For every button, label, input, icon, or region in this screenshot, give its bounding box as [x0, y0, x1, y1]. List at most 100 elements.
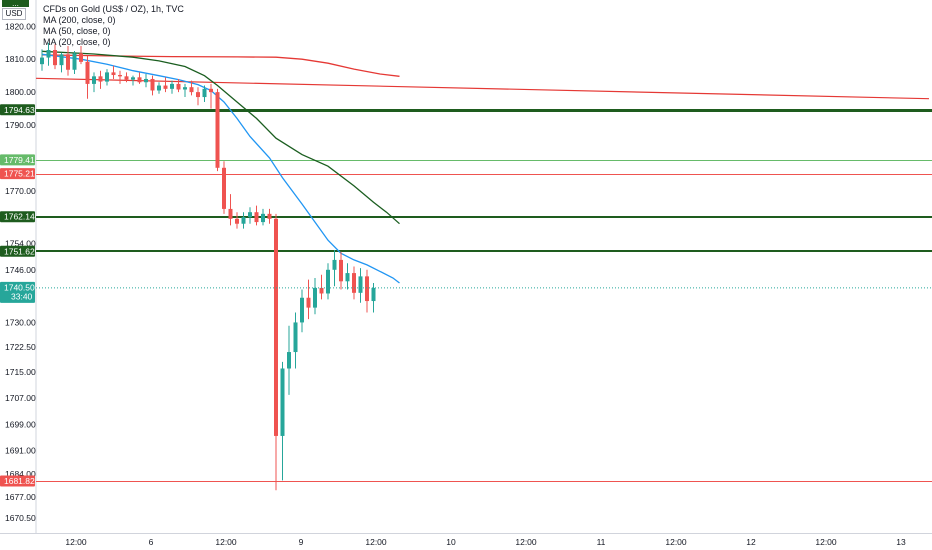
ma50-line	[41, 50, 400, 225]
candle-body	[215, 92, 220, 168]
moving-averages	[41, 50, 400, 284]
level-price-tag: 1762.14	[4, 212, 35, 222]
candle-body	[300, 297, 304, 323]
candle-body	[111, 72, 116, 76]
candle-body	[40, 57, 44, 65]
x-tick-label: 13	[896, 537, 906, 547]
level-price-tag: 1794.63	[4, 105, 35, 115]
level-price-tag: 1775.21	[4, 169, 35, 179]
candle-body	[274, 218, 278, 436]
y-tick-label: 1707.00	[5, 393, 36, 403]
candle-body	[196, 92, 200, 98]
legend-ma50[interactable]: MA (50, close, 0)	[43, 26, 111, 36]
y-axis: 1820.00 1810.00 1800.00 1790.00 1770.00 1754.…	[5, 21, 36, 523]
horizontal-levels	[35, 77, 932, 482]
candle-body	[144, 78, 148, 83]
y-tick-label: 1770.00	[5, 186, 36, 196]
candle-body	[157, 85, 161, 91]
candle-body	[222, 167, 226, 209]
candle-body	[254, 212, 259, 223]
y-tick-label: 1820.00	[5, 21, 36, 31]
candle-body	[280, 368, 285, 436]
level-price-tag: 1779.41	[4, 155, 35, 165]
y-tick-label: 1790.00	[5, 120, 36, 130]
x-tick-label: 12:00	[365, 537, 387, 547]
ma200-line	[41, 54, 400, 77]
candle-body	[293, 322, 298, 353]
x-tick-label: 12:00	[65, 537, 87, 547]
candle-body	[176, 83, 181, 90]
level-price-tag-bg	[0, 211, 35, 223]
candle-body	[248, 212, 252, 218]
candle-body	[202, 88, 207, 98]
y-tick-label: 1722.50	[5, 342, 36, 352]
chart-title: CFDs on Gold (US$ / OZ), 1h, TVC	[43, 4, 184, 14]
candle-body	[339, 259, 343, 282]
candle-body	[306, 297, 311, 308]
candle-body	[59, 54, 64, 66]
candle-body	[53, 50, 57, 66]
level-price-tag-bg	[0, 475, 35, 487]
y-tick-label: 1810.00	[5, 54, 36, 64]
candle-body	[319, 287, 324, 294]
candle-body	[352, 273, 356, 293]
symbol-badge: ...	[2, 0, 29, 7]
candle-body	[170, 83, 174, 89]
candle-body	[287, 352, 291, 369]
current-price-label: 1740.50	[4, 282, 35, 292]
candle-body	[98, 76, 103, 82]
candle-body	[131, 77, 135, 80]
legend-ma200[interactable]: MA (200, close, 0)	[43, 15, 116, 25]
candle-body	[345, 273, 350, 282]
y-tick-label: 1754.00	[5, 238, 36, 248]
candle-body	[85, 61, 90, 84]
candle-body	[235, 218, 239, 224]
candle-body	[118, 75, 122, 77]
level-price-tag-bg	[0, 245, 35, 257]
candle-body	[228, 208, 233, 219]
candle-body	[267, 213, 272, 219]
y-tick-label: 1670.50	[5, 513, 36, 523]
x-tick-label: 6	[149, 537, 154, 547]
x-axis: 12:00 6 12:00 9 12:00 10 12:00 11 12:00 12 12:00 13	[65, 537, 906, 547]
unit-box[interactable]: ... USD	[2, 0, 29, 20]
level-price-tag-bg	[0, 104, 35, 116]
x-tick-label: 12:00	[215, 537, 237, 547]
chart-legend: CFDs on Gold (US$ / OZ), 1h, TVC MA (200…	[43, 4, 184, 48]
x-tick-label: 11	[597, 537, 606, 547]
level-price-tag-bg	[0, 168, 35, 180]
candle-body	[46, 50, 51, 58]
x-tick-label: 12	[746, 537, 756, 547]
candle-body	[332, 259, 337, 270]
y-tick-label: 1684.00	[5, 469, 36, 479]
level-price-tag: 1751.62	[4, 246, 35, 256]
price-tags: 1794.63 1779.41 1775.21 1762.14 1751.62 1681.…	[0, 104, 932, 487]
currency-unit[interactable]: USD	[2, 8, 26, 20]
level-price-tag-bg	[0, 154, 35, 166]
current-price-tag-bg	[0, 281, 35, 303]
candle-body	[72, 53, 77, 70]
y-tick-label: 1677.00	[5, 492, 36, 502]
y-tick-label: 1715.00	[5, 367, 36, 377]
legend-ma20[interactable]: MA (20, close, 0)	[43, 37, 111, 47]
candle-body	[326, 269, 330, 294]
candle-body	[79, 53, 83, 62]
x-tick-label: 12:00	[515, 537, 537, 547]
ma20-line	[41, 53, 400, 284]
y-tick-label: 1699.00	[5, 419, 36, 429]
candle-body	[137, 77, 142, 83]
x-tick-label: 10	[446, 537, 456, 547]
candle-body	[241, 217, 246, 224]
candle-body	[365, 276, 369, 302]
candle-body	[358, 276, 363, 293]
level-price-tag: 1681.82	[4, 476, 35, 486]
candle-body	[189, 87, 194, 93]
trend-line	[35, 77, 930, 100]
x-tick-label: 9	[299, 537, 304, 547]
y-tick-label: 1800.00	[5, 87, 36, 97]
x-tick-label: 12:00	[815, 537, 837, 547]
candle-body	[92, 76, 96, 84]
candle-body	[163, 85, 168, 89]
candle-body	[183, 87, 187, 90]
